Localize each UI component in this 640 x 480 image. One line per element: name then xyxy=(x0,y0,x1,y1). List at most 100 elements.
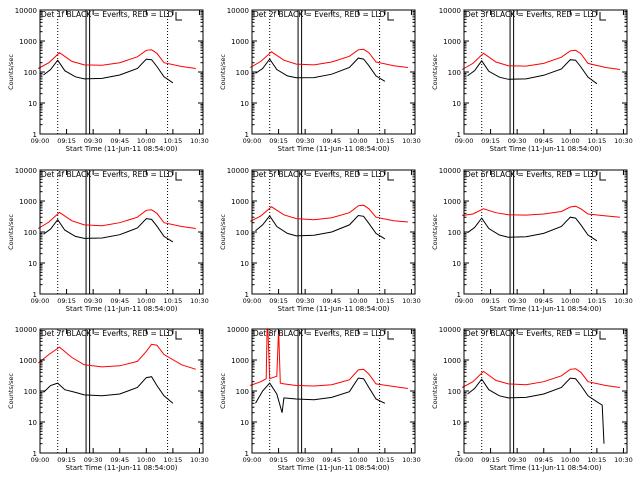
panel-title: Det 2f BLACK = Events, RED = LLD xyxy=(253,10,386,19)
y-tick-label: 1000 xyxy=(19,357,37,365)
y-tick-label: 1000 xyxy=(443,38,461,46)
x-tick-label: 10:30 xyxy=(614,297,633,305)
legend-marker xyxy=(175,331,182,340)
x-tick-label: 09:45 xyxy=(534,297,553,305)
plot-frame xyxy=(39,9,204,135)
y-tick-label: 10000 xyxy=(227,7,249,15)
y-tick-label: 10000 xyxy=(15,326,37,334)
y-tick-label: 100 xyxy=(236,388,249,396)
y-tick-label: 10000 xyxy=(227,326,249,334)
x-tick-label: 10:30 xyxy=(402,297,421,305)
x-tick-label: 09:00 xyxy=(455,297,474,305)
y-tick-label: 1000 xyxy=(443,357,461,365)
x-tick-label: 10:15 xyxy=(588,456,607,464)
y-tick-label: 10 xyxy=(28,419,37,427)
x-tick-label: 10:15 xyxy=(376,137,395,145)
y-tick-label: 100 xyxy=(448,388,461,396)
y-tick-label: 10 xyxy=(452,260,461,268)
y-axis-label: Counts/sec xyxy=(219,214,227,250)
y-axis-label: Counts/sec xyxy=(219,373,227,409)
y-tick-label: 10000 xyxy=(439,7,461,15)
y-tick-label: 10 xyxy=(452,100,461,108)
x-tick-label: 10:00 xyxy=(349,456,368,464)
x-tick-label: 09:30 xyxy=(84,137,103,145)
x-tick-label: 09:15 xyxy=(269,297,288,305)
panel-title: Det 5f BLACK = Events, RED = LLD xyxy=(253,170,386,179)
y-tick-label: 100 xyxy=(448,69,461,77)
x-tick-label: 10:00 xyxy=(137,456,156,464)
panel-det-6: 1 10 100 1000 10000 09:00 09:15 09:30 09:45 10:00… xyxy=(431,167,633,313)
y-tick-label: 10000 xyxy=(227,167,249,175)
x-axis-label: Start Time (11-Jun-11 08:54:00) xyxy=(490,145,602,153)
x-tick-label: 10:15 xyxy=(164,297,183,305)
x-tick-label: 10:00 xyxy=(349,137,368,145)
y-axis-label: Counts/sec xyxy=(219,54,227,90)
x-tick-label: 10:00 xyxy=(137,297,156,305)
plot-frame xyxy=(39,169,204,295)
y-axis-label: Counts/sec xyxy=(7,373,15,409)
x-tick-label: 09:15 xyxy=(481,137,500,145)
y-axis-label: Counts/sec xyxy=(431,54,439,90)
plot-frame xyxy=(39,328,204,454)
y-tick-label: 10 xyxy=(240,100,249,108)
x-tick-label: 10:30 xyxy=(190,297,209,305)
x-tick-label: 09:30 xyxy=(84,297,103,305)
x-tick-label: 09:30 xyxy=(508,297,527,305)
x-tick-label: 10:30 xyxy=(402,456,421,464)
x-tick-label: 09:45 xyxy=(110,137,129,145)
x-tick-label: 09:15 xyxy=(269,137,288,145)
legend-marker xyxy=(599,331,606,340)
series-events-line xyxy=(255,57,386,82)
plot-frame xyxy=(251,9,416,135)
y-tick-label: 1 xyxy=(245,291,249,299)
panel-title: Det 7f BLACK = Events, RED = LLD xyxy=(41,329,174,338)
panel-det-8: 1 10 100 1000 10000 09:00 09:15 09:30 09:45 10:00… xyxy=(219,326,421,472)
x-tick-label: 09:15 xyxy=(57,456,76,464)
y-tick-label: 1000 xyxy=(231,38,249,46)
x-tick-label: 10:15 xyxy=(376,297,395,305)
y-tick-label: 10000 xyxy=(439,326,461,334)
series-events-line xyxy=(43,376,174,404)
x-tick-label: 09:00 xyxy=(31,456,50,464)
series-lld-line xyxy=(37,209,196,229)
y-tick-label: 10 xyxy=(240,419,249,427)
x-axis-label: Start Time (11-Jun-11 08:54:00) xyxy=(66,305,178,313)
series-lld-line xyxy=(249,48,408,68)
y-axis-label: Counts/sec xyxy=(431,214,439,250)
x-tick-label: 09:00 xyxy=(243,297,262,305)
series-events-line xyxy=(43,58,174,84)
legend-marker xyxy=(599,172,606,181)
y-axis-label: Counts/sec xyxy=(7,214,15,250)
x-axis-label: Start Time (11-Jun-11 08:54:00) xyxy=(490,464,602,472)
x-tick-label: 09:30 xyxy=(508,456,527,464)
plot-frame xyxy=(463,169,628,295)
y-tick-label: 100 xyxy=(24,69,37,77)
y-tick-label: 100 xyxy=(448,229,461,237)
panel-det-7: 1 10 100 1000 10000 09:00 09:15 09:30 09:45 10:00… xyxy=(7,326,209,472)
x-tick-label: 09:45 xyxy=(110,456,129,464)
legend-marker xyxy=(175,172,182,181)
series-events-line xyxy=(255,377,386,413)
x-tick-label: 09:30 xyxy=(296,456,315,464)
panel-title: Det 9f BLACK = Events, RED = LLD xyxy=(465,329,598,338)
plot-frame xyxy=(251,328,416,454)
y-tick-label: 1000 xyxy=(19,38,37,46)
plot-frame xyxy=(463,9,628,135)
x-tick-label: 09:30 xyxy=(296,137,315,145)
x-tick-label: 09:45 xyxy=(322,137,341,145)
y-tick-label: 1000 xyxy=(231,357,249,365)
series-events-line xyxy=(467,216,598,242)
x-tick-label: 09:15 xyxy=(269,456,288,464)
x-tick-label: 09:15 xyxy=(57,137,76,145)
series-lld-line xyxy=(37,343,197,370)
y-tick-label: 1 xyxy=(33,450,37,458)
x-tick-label: 09:30 xyxy=(84,456,103,464)
x-tick-label: 09:00 xyxy=(243,137,262,145)
x-tick-label: 10:30 xyxy=(402,137,421,145)
x-tick-label: 10:00 xyxy=(561,137,580,145)
x-tick-label: 10:15 xyxy=(588,297,607,305)
y-tick-label: 100 xyxy=(24,229,37,237)
y-tick-label: 10 xyxy=(452,419,461,427)
panel-det-4: 1 10 100 1000 10000 09:00 09:15 09:30 09:45 10:00… xyxy=(7,167,209,313)
x-axis-label: Start Time (11-Jun-11 08:54:00) xyxy=(278,145,390,153)
